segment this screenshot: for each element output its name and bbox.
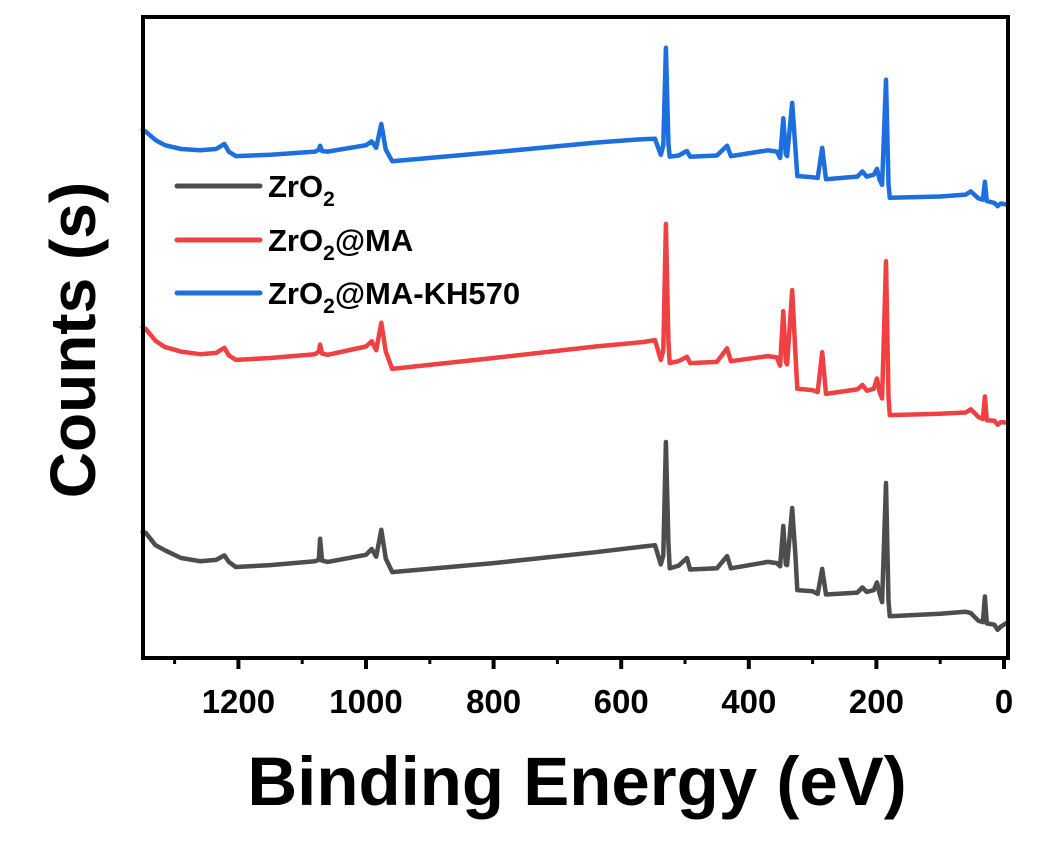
x-tick-label: 400 [721,683,776,720]
x-tick-label: 1000 [329,683,402,720]
series-layer [140,45,1011,633]
legend-entry: ZrO2@MA-KH570 [174,276,520,318]
y-axis-title: Counts (s) [37,182,109,498]
legend-label: ZrO2@MA [268,223,413,265]
legend-entry: ZrO2@MA [174,223,413,265]
x-tick-label: 0 [995,683,1013,720]
series-line-zro2 [140,439,1011,633]
x-axis-title: Binding Energy (eV) [247,743,906,820]
x-tick-label: 200 [849,683,904,720]
series-line-zro2-ma-kh570 [140,45,1011,209]
x-tick-label: 1200 [202,683,275,720]
x-axis-ticks: 1200 1000 800 600 400 200 0 [173,658,1013,720]
legend-label: ZrO2@MA-KH570 [268,276,520,318]
plot-frame [141,15,1010,660]
legend-entry: ZrO2 [174,169,335,211]
x-tick-label: 800 [466,683,521,720]
legend: ZrO2 ZrO2@MA ZrO2@MA-KH570 [174,169,520,318]
legend-label: ZrO2 [268,169,335,211]
x-tick-label: 600 [594,683,649,720]
series-line-zro2-ma [140,221,1011,427]
